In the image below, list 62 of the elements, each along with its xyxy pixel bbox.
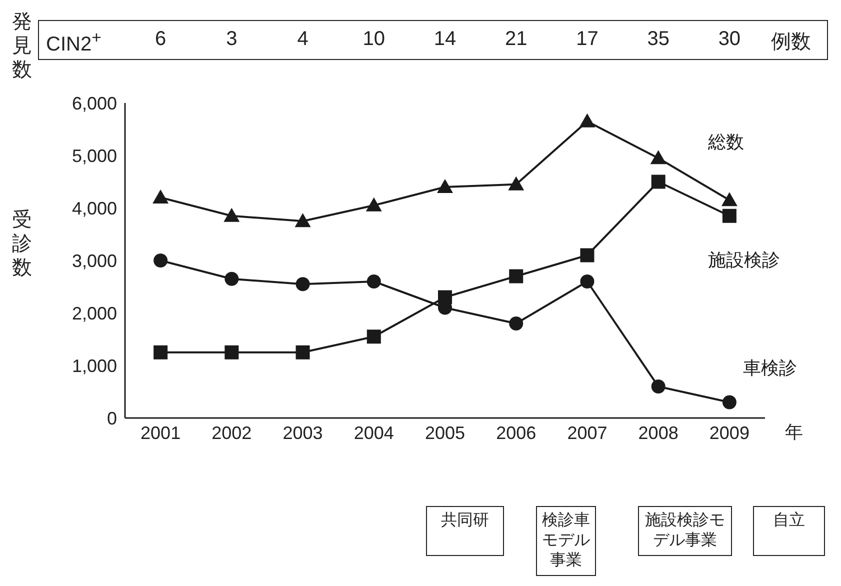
x-tick-label: 2006 — [496, 422, 536, 443]
text: 10 — [362, 28, 386, 51]
point — [154, 345, 168, 360]
point — [366, 197, 382, 212]
text: CIN2$^{+}$ — [46, 28, 102, 57]
text: 3 — [225, 28, 238, 51]
point — [154, 254, 168, 268]
text: 発見数 — [12, 10, 33, 82]
x-tick-label: 2003 — [282, 422, 323, 443]
x-tick-label: 2001 — [140, 422, 181, 443]
point — [152, 190, 169, 204]
text: 共同研 — [426, 506, 504, 556]
series-label: 総数 — [708, 131, 744, 154]
x-tick-label: 2009 — [709, 422, 750, 443]
point — [650, 150, 666, 164]
text: 6 — [154, 28, 168, 51]
y-tick-label: 1,000 — [72, 356, 117, 376]
text: 4 — [296, 28, 310, 51]
point — [580, 274, 594, 288]
y-tick-label: 0 — [106, 408, 117, 428]
point — [651, 174, 666, 189]
text: 施設検診モデル事業 — [638, 506, 732, 556]
y-tick-label: 5,000 — [72, 146, 117, 166]
text: 14 — [432, 28, 458, 51]
point — [509, 316, 524, 330]
text: 21 — [504, 28, 528, 51]
point — [580, 248, 594, 262]
point — [224, 208, 240, 222]
text: 30 — [717, 28, 742, 51]
point — [224, 345, 239, 360]
y-tick-label: 3,000 — [72, 250, 117, 271]
point — [366, 274, 381, 288]
text: 35 — [646, 28, 670, 51]
y-tick-label: 4,000 — [72, 198, 117, 218]
x-tick-label: 2004 — [354, 422, 394, 443]
point — [437, 179, 453, 193]
x-tick-label: 2008 — [638, 422, 678, 443]
text: 17 — [575, 28, 600, 51]
point — [296, 277, 310, 292]
text: 自立 — [753, 506, 825, 556]
x-tick-label: 2005 — [424, 422, 466, 443]
x-tick-label: 2007 — [567, 422, 608, 443]
point — [294, 213, 311, 228]
point — [651, 380, 666, 394]
point — [509, 269, 524, 284]
point — [722, 395, 736, 410]
point — [224, 272, 239, 286]
point — [721, 192, 738, 206]
text: 例数 — [771, 30, 811, 55]
x-axis-title: 年 — [785, 421, 803, 444]
series-label: 施設検診 — [708, 249, 780, 272]
point — [508, 176, 524, 190]
y-tick-label: 6,000 — [72, 93, 117, 114]
point — [579, 113, 596, 128]
series-label: 車検診 — [743, 357, 797, 380]
text: 検診車モデル事業 — [536, 506, 596, 576]
x-tick-label: 2002 — [212, 422, 252, 443]
point — [722, 208, 736, 223]
point — [366, 330, 381, 344]
y-tick-label: 2,000 — [72, 303, 117, 324]
y-axis-title: 受診数 — [12, 208, 33, 280]
point — [296, 345, 310, 360]
